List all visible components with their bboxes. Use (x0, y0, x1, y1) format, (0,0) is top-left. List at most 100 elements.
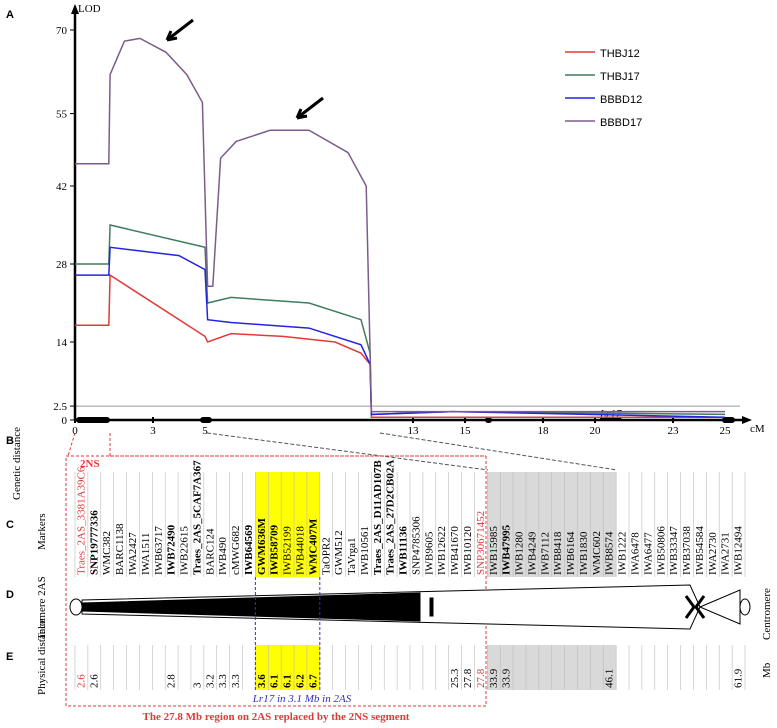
legend-label: THBJ12 (600, 48, 640, 60)
panel-letter: C (6, 519, 14, 531)
y-tick-label: 42 (56, 181, 67, 193)
panel-letter: D (6, 589, 14, 601)
y-tick-label: 14 (56, 337, 68, 349)
axis-marker (485, 417, 492, 423)
marker-label: IWB64569 (243, 524, 255, 575)
marker-label: TaVrga1 (346, 538, 358, 575)
marker-label: IWB1830 (578, 531, 590, 575)
x-tick-label: 15 (460, 425, 472, 437)
marker-label: IWB41670 (449, 526, 461, 575)
marker-label: IWB11136 (398, 526, 410, 575)
x-axis-arrow (742, 416, 752, 424)
physical-distance: 27.8 (475, 668, 487, 688)
row-label: Telomere 2AS (36, 576, 48, 640)
marker-label: IWB1280 (514, 531, 526, 575)
marker-label: IWA2427 (127, 532, 139, 575)
x-tick-label: 25 (720, 425, 732, 437)
physical-distance: 6.2 (294, 674, 306, 688)
physical-distance: 3.3 (217, 674, 229, 688)
y-axis-label: LOD (78, 3, 101, 15)
background (74, 472, 746, 690)
y-tick-label: 70 (56, 25, 68, 37)
marker-label: IWB7112 (539, 532, 551, 575)
physical-distance: 3.3 (230, 674, 242, 688)
physical-distance: 33.9 (488, 668, 500, 688)
x-axis-label: cM (750, 423, 765, 435)
axis-marker (200, 417, 212, 423)
marker-label: IWB10120 (462, 526, 474, 575)
connector (379, 432, 618, 471)
axis-marker (76, 417, 110, 423)
x-tick-label: 18 (538, 425, 550, 437)
physical-distance: 25.3 (449, 668, 461, 688)
arrow (165, 18, 194, 42)
marker-label: Traes_2AS_3381A39C6 (75, 466, 87, 575)
line-series (75, 273, 725, 418)
physical-distance: 6.1 (282, 674, 294, 688)
marker-label: IWB9605 (423, 531, 435, 575)
marker-label: BARC1138 (114, 523, 126, 575)
region-box (65, 455, 487, 707)
marker-label: WMC602 (591, 531, 603, 575)
line-series (75, 246, 726, 418)
marker-label: IWA6477 (642, 532, 654, 575)
marker-label: IWB52199 (282, 526, 294, 575)
marker-label: IWB22615 (179, 526, 191, 575)
marker-label: WMC407M (307, 518, 319, 575)
axis-marker (722, 417, 735, 423)
panel-letter: A (6, 9, 14, 21)
line-series (75, 37, 725, 413)
chromosome (69, 584, 751, 630)
y-tick-label: 28 (56, 259, 68, 271)
marker-label: IWB58709 (269, 524, 281, 575)
x-tick-label: 20 (590, 425, 602, 437)
marker-label: IWB50806 (655, 526, 667, 575)
physical-distance: 2.8 (166, 674, 178, 688)
x-tick-label: 5 (202, 425, 208, 437)
line-series (75, 224, 726, 416)
segment-label: 2NS (80, 458, 100, 470)
physical-distance: 3.6 (256, 674, 268, 688)
physical-distance: 33.9 (501, 668, 513, 688)
marker-label: IWB4249 (526, 531, 538, 575)
marker-label: GWM512 (333, 530, 345, 575)
x-tick-label: 23 (668, 425, 680, 437)
marker-label: IWB8574 (604, 531, 616, 575)
legend-label: BBBD17 (600, 117, 642, 129)
marker-label: TaOPR2 (320, 537, 332, 575)
marker-label: SNP19777336 (88, 510, 100, 575)
row-label: Centromere (761, 588, 773, 640)
physical-distance: 2.6 (88, 674, 100, 688)
marker-label: IWB490 (217, 537, 229, 575)
marker-label: IWB15985 (488, 526, 500, 575)
marker-label: Traes_2AS_27D2CB02A (385, 460, 397, 575)
marker-label: WMC382 (101, 531, 113, 575)
row-label: Markers (36, 513, 48, 550)
marker-label: IWB44018 (294, 526, 306, 575)
marker-label: IWB63717 (153, 526, 165, 575)
x-tick-label: 3 (150, 425, 156, 437)
physical-distance: 46.1 (604, 669, 616, 688)
physical-distance: 6.1 (269, 674, 281, 688)
marker-label: Traes_2AS_D11AD107B (372, 460, 384, 575)
marker-label: IWB47995 (501, 524, 513, 575)
marker-label: IWB10561 (359, 526, 371, 575)
note: The 27.8 Mb region on 2AS replaced by th… (143, 711, 410, 723)
row-label: Physical distance (36, 619, 48, 695)
arrow (295, 96, 324, 120)
marker-label: IWB54584 (694, 526, 706, 575)
physical-distance: 3 (191, 682, 203, 688)
physical-distance: 3.2 (204, 674, 216, 688)
marker-label: IWB12494 (733, 526, 745, 575)
panel-letter: B (6, 435, 14, 447)
physical-distance: 2.6 (75, 674, 87, 688)
highlight (255, 645, 320, 690)
connector (206, 432, 489, 471)
marker-label: IWA1511 (140, 533, 152, 575)
marker-label: IWB1222 (617, 532, 629, 575)
y-tick-label: 2.5 (53, 401, 67, 413)
row-label: Mb (761, 662, 773, 678)
marker-label: IWA2730 (707, 532, 719, 575)
marker-label: BARC124 (204, 528, 216, 575)
